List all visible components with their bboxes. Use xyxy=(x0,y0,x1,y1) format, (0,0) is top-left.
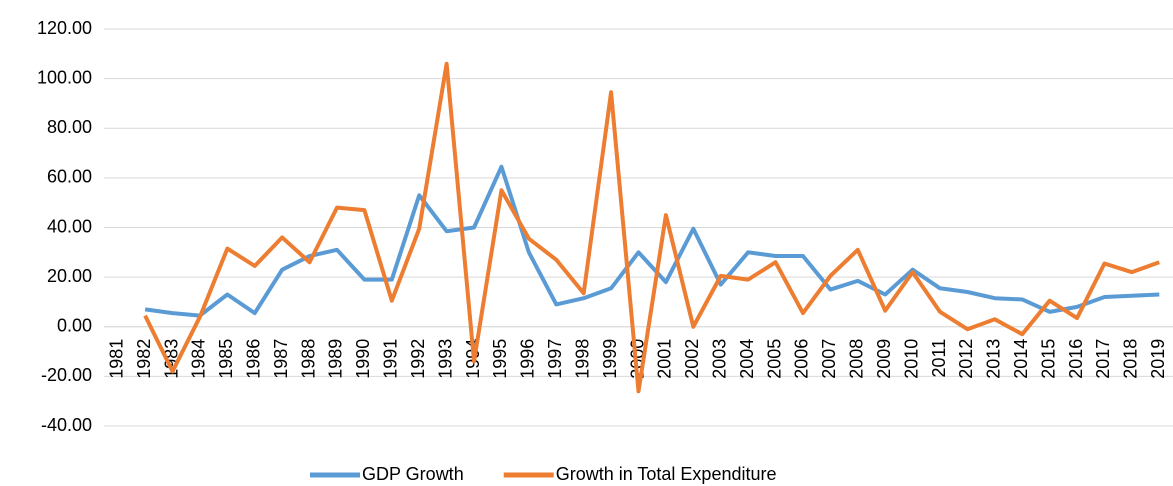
y-tick-label: 40.00 xyxy=(47,216,92,236)
x-tick-label: 1990 xyxy=(353,339,373,379)
y-tick-label: 100.00 xyxy=(37,67,92,87)
series-line xyxy=(143,61,1160,394)
x-tick-label: 1989 xyxy=(326,339,346,379)
x-tick-label: 2005 xyxy=(764,339,784,379)
y-tick-label: 60.00 xyxy=(47,167,92,187)
x-tick-label: 2011 xyxy=(929,339,949,378)
y-tick-label: 120.00 xyxy=(37,18,92,38)
x-tick-label: 1985 xyxy=(216,339,236,379)
y-tick-label: -40.00 xyxy=(41,415,92,435)
y-tick-label: 80.00 xyxy=(47,117,92,137)
x-tick-label: 2013 xyxy=(984,339,1004,379)
y-tick-label: -20.00 xyxy=(41,365,92,385)
x-tick-label: 1996 xyxy=(518,339,538,379)
x-tick-label: 1992 xyxy=(408,339,428,379)
x-tick-label: 1982 xyxy=(134,339,154,379)
x-tick-label: 1993 xyxy=(435,339,455,379)
x-tick-label: 2017 xyxy=(1093,339,1113,379)
x-tick-label: 2014 xyxy=(1011,339,1031,379)
x-tick-label: 2002 xyxy=(682,339,702,379)
x-tick-label: 1987 xyxy=(271,339,291,379)
x-tick-label: 2019 xyxy=(1148,339,1168,379)
x-tick-label: 1986 xyxy=(244,339,264,379)
x-tick-label: 2008 xyxy=(847,339,867,379)
x-tick-label: 1999 xyxy=(600,339,620,379)
x-tick-label: 2015 xyxy=(1038,339,1058,379)
x-tick-label: 2006 xyxy=(792,339,812,379)
x-tick-label: 2016 xyxy=(1066,339,1086,379)
x-tick-label: 1984 xyxy=(189,339,209,379)
x-tick-label: 1997 xyxy=(545,339,565,379)
x-tick-label: 2001 xyxy=(655,339,675,379)
x-tick-label: 1998 xyxy=(572,339,592,379)
x-tick-label: 2007 xyxy=(819,339,839,379)
y-tick-label: 20.00 xyxy=(47,266,92,286)
x-tick-label: 2009 xyxy=(874,339,894,379)
x-tick-label: 1988 xyxy=(298,339,318,379)
x-tick-label: 1995 xyxy=(490,339,510,379)
x-tick-label: 2018 xyxy=(1121,339,1141,379)
x-tick-label: 2010 xyxy=(901,339,921,379)
x-tick-label: 2003 xyxy=(709,339,729,379)
x-tick-label: 1981 xyxy=(106,339,126,379)
legend-label: GDP Growth xyxy=(362,464,464,484)
x-tick-label: 1991 xyxy=(381,339,401,379)
x-tick-label: 2012 xyxy=(956,339,976,379)
legend-label: Growth in Total Expenditure xyxy=(556,464,777,484)
x-tick-label: 2004 xyxy=(737,339,757,379)
x-tick-label: 1983 xyxy=(161,339,181,379)
y-tick-label: 0.00 xyxy=(57,316,92,336)
